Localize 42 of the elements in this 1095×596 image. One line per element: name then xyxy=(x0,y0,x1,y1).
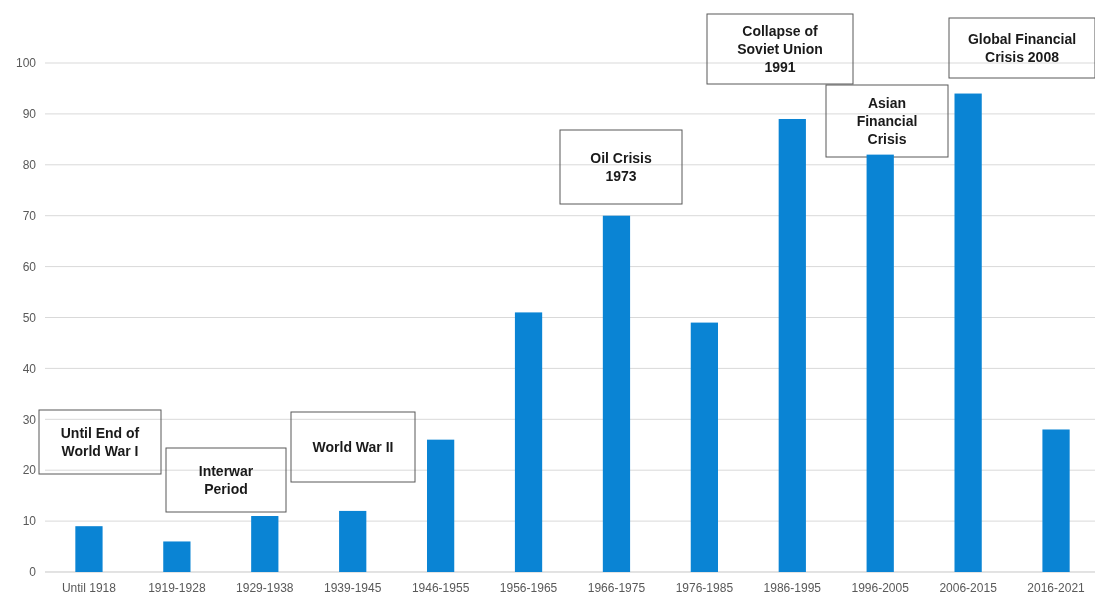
annotation: World War II xyxy=(312,438,394,455)
bar xyxy=(954,93,982,572)
x-tick-label: 2016-2021 xyxy=(1027,581,1086,595)
y-tick-label: 50 xyxy=(22,310,37,325)
bar xyxy=(514,312,543,572)
x-tick-label: 1986-1995 xyxy=(763,581,822,595)
bar xyxy=(339,510,367,572)
y-tick-label: 0 xyxy=(29,565,37,580)
y-tick-label: 10 xyxy=(22,514,37,529)
bar xyxy=(778,118,806,572)
x-tick-label: 1996-2005 xyxy=(851,581,910,595)
bar xyxy=(427,439,455,572)
x-tick-label: 2006-2015 xyxy=(939,581,998,595)
bar xyxy=(866,154,894,572)
y-tick-label: 40 xyxy=(22,361,37,376)
annotation: Global Financial Crisis 2008 xyxy=(967,30,1077,65)
y-tick-label: 90 xyxy=(22,107,37,122)
annotation: Asian Financial Crisis xyxy=(856,94,918,147)
x-tick-label: 1919-1928 xyxy=(148,581,206,595)
y-tick-label: 30 xyxy=(22,412,37,427)
x-tick-label: 1939-1945 xyxy=(324,581,382,595)
annotation: Oil Crisis 1973 xyxy=(590,149,652,184)
y-tick-label: 60 xyxy=(22,259,37,274)
x-tick-label: 1956-1965 xyxy=(499,581,558,595)
bar xyxy=(163,541,191,572)
y-tick-label: 70 xyxy=(22,208,37,223)
x-tick-label: Until 1918 xyxy=(61,581,117,595)
bar xyxy=(602,215,631,572)
x-tick-label: 1929-1938 xyxy=(236,581,294,595)
y-tick-label: 100 xyxy=(15,56,37,71)
x-tick-label: 1966-1975 xyxy=(587,581,646,595)
x-tick-label: 1946-1955 xyxy=(411,581,470,595)
annotation: Until End of World War I xyxy=(60,424,140,459)
bar xyxy=(690,322,718,572)
bar xyxy=(75,526,103,572)
y-tick-label: 80 xyxy=(22,158,37,172)
x-tick-label: 1976-1985 xyxy=(675,581,734,595)
y-tick-label: 20 xyxy=(22,463,37,478)
bar xyxy=(1042,429,1070,572)
bar xyxy=(251,516,279,572)
annotation: Collapse of Soviet Union 1991 xyxy=(737,22,823,75)
annotation: Interwar Period xyxy=(198,462,254,497)
